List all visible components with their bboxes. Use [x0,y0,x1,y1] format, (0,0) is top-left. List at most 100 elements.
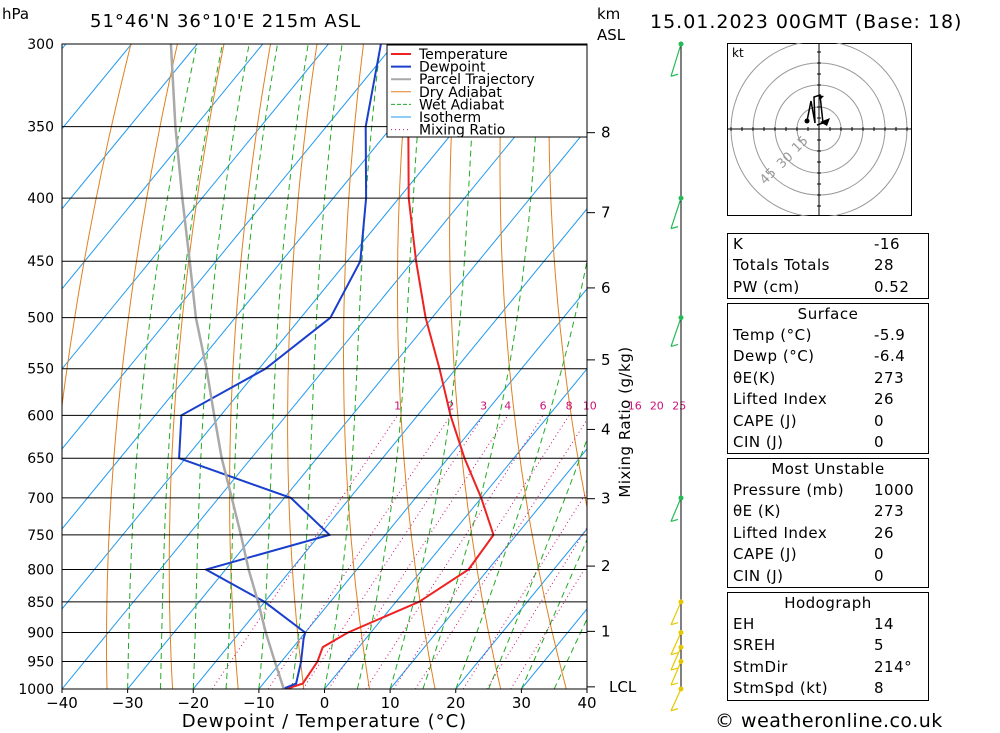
location-title: 51°46'N 36°10'E 215m ASL [90,11,362,32]
x-tick-label: 40 [577,694,596,712]
hodograph-value: 8 [874,679,885,698]
height-tick-label: LCL [609,678,637,696]
surface-table: Surface Temp (°C) -5.9 Dewp (°C) -6.4 θE(K) 2… [727,303,929,455]
wind-barb-icon [670,661,682,686]
most-unstable-value: 26 [874,523,895,542]
indices-table: K -16 Totals Totals 28 PW (cm) 0.52 [727,233,929,300]
surface-row: CAPE (J) 0 [728,411,928,432]
wind-barb-flag [670,518,679,522]
hodograph-label: EH [733,615,755,633]
hodograph-unit-label: kt [732,46,744,60]
mixing-ratio-label: 4 [504,399,511,412]
surface-label: Lifted Index [733,390,828,409]
surface-value: 0 [874,432,885,451]
mixing-ratio-label: 8 [566,399,573,412]
pressure-tick-label: 400 [27,191,54,207]
isotherm-line [455,528,587,689]
hodograph-storm-marker [820,118,830,126]
isotherm-line [62,47,587,689]
plot-frame [61,43,588,690]
index-value: -16 [874,235,900,253]
most-unstable-label: CIN (J) [733,566,784,585]
hodograph-row: SREH 5 [728,635,928,656]
dry-adiabat-line [688,26,727,689]
mixing-ratio-line [510,564,587,689]
isotherm-line [127,127,587,689]
isotherm-line [62,44,198,210]
surface-title: Surface [797,305,859,323]
index-label: Totals Totals [733,256,830,275]
mixing-ratio-label: 25 [672,399,686,412]
x-tick-label: 10 [381,694,400,712]
dry-adiabat-line [106,44,178,689]
wet-adiabat-line [356,44,426,689]
wet-adiabat-line [127,44,198,689]
hodograph-label: StmDir [733,657,788,676]
dry-adiabat-line [642,26,727,689]
surface-label: CAPE (J) [733,411,798,430]
mixing-ratio-line [462,490,587,689]
x-tick-label: −40 [46,694,78,712]
mixing-ratio-line [267,415,452,689]
dry-adiabat-line [343,44,370,689]
index-row: Totals Totals 28 [728,255,928,276]
pressure-tick-label: 750 [27,528,54,544]
wet-adiabat-line [455,258,587,689]
hodograph-row: StmDir 214° [728,657,928,678]
wind-barb-icon [670,317,682,347]
wind-barb-flag [670,622,679,626]
pressure-tick-label: 500 [27,311,54,327]
wind-barb-flag [670,682,679,686]
dry-adiabat-line [62,44,132,410]
mixing-ratio-label: 6 [540,399,547,412]
dewpoint-line [178,44,382,689]
mixing-ratio-label: 20 [650,399,664,412]
legend-label: Temperature [418,47,508,63]
index-label: PW (cm) [733,277,800,296]
height-tick-label: 8 [601,124,611,142]
mixing-ratio-axis-label: Mixing Ratio (g/kg) [616,346,634,497]
legend-label: Mixing Ratio [419,123,505,139]
pressure-tick-label: 850 [27,595,54,611]
hodograph-label: SREH [733,636,776,655]
wind-barb-flag [670,73,679,77]
isotherm-line [62,44,395,450]
most-unstable-title: Most Unstable [771,460,885,478]
wind-barb-flag [670,226,679,230]
pressure-tick-label: 950 [27,655,54,671]
mixing-ratio-line [328,415,509,689]
most-unstable-row: Pressure (mb) 1000 [728,480,928,501]
height-tick-label: 6 [601,279,611,297]
most-unstable-value: 273 [874,502,905,521]
height-tick-label: 3 [601,490,611,508]
x-tick-label: 30 [512,694,531,712]
legend-label: Isotherm [419,110,481,126]
isotherm-line [192,208,587,689]
x-tick-label: 0 [320,694,330,712]
isotherm-line [324,368,587,689]
surface-label: θE(K) [733,368,776,387]
most-unstable-row: CAPE (J) 0 [728,544,928,565]
datetime-title: 15.01.2023 00GMT (Base: 18) [650,11,963,33]
credit-link[interactable]: © weatheronline.co.uk [715,710,943,732]
index-row: PW (cm) 0.52 [728,277,928,298]
temperature-line [285,44,495,689]
most-unstable-label: Lifted Index [733,523,828,542]
x-tick-label: −30 [112,694,144,712]
most-unstable-table: Most Unstable Pressure (mb) 1000 θE (K) 273… [727,458,929,588]
height-tick-label: 2 [601,557,611,575]
x-tick-label: 20 [446,694,465,712]
dry-adiabat-line [287,44,318,689]
mixing-ratio-label: 10 [583,399,597,412]
wind-barb-icon [670,632,682,655]
surface-label: Dewp (°C) [733,347,815,366]
wet-adiabat-line [520,538,587,689]
wind-barb-icon [670,43,682,77]
hodograph-label: StmSpd (kt) [733,679,829,698]
wind-barb-flag [670,652,679,656]
pressure-tick-label: 550 [27,362,54,378]
height-tick-label: 4 [601,420,611,438]
index-value: 28 [874,256,895,275]
legend-label: Dry Adiabat [419,85,502,101]
